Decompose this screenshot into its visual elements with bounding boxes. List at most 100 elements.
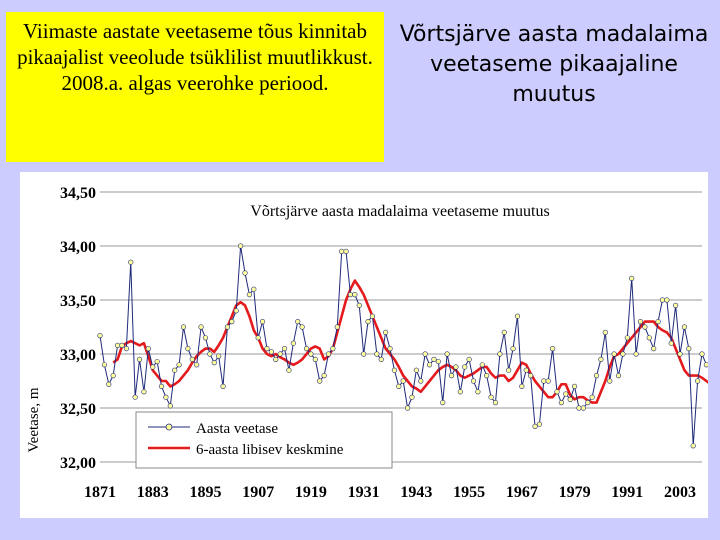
annual-point bbox=[435, 358, 441, 365]
annual-point bbox=[317, 378, 323, 384]
annual-point bbox=[180, 324, 187, 330]
annual-point bbox=[185, 346, 191, 352]
annual-point bbox=[220, 383, 226, 389]
annual-point bbox=[668, 340, 674, 346]
annual-point bbox=[150, 364, 156, 370]
highlight-note: Viimaste aastate veetaseme tõus kinnitab… bbox=[6, 12, 384, 162]
annual-point bbox=[123, 346, 129, 352]
annual-point bbox=[189, 356, 195, 362]
annual-point bbox=[602, 329, 608, 335]
annual-point bbox=[404, 405, 411, 411]
annual-point bbox=[426, 362, 433, 368]
annual-point bbox=[585, 400, 591, 406]
annual-point bbox=[242, 270, 248, 276]
annual-point bbox=[699, 351, 705, 357]
annual-point bbox=[576, 405, 582, 411]
legend-box bbox=[135, 411, 393, 469]
annual-point bbox=[589, 394, 595, 400]
annual-point bbox=[444, 351, 450, 357]
chart-title: Võrtsjärve aasta madalaima veetaseme muu… bbox=[250, 203, 549, 220]
x-tick-label: 1907 bbox=[242, 484, 274, 501]
annual-point bbox=[646, 335, 652, 341]
annual-point bbox=[409, 394, 415, 400]
annual-point bbox=[453, 364, 459, 370]
annual-point bbox=[347, 291, 354, 298]
annual-point bbox=[655, 319, 661, 325]
annual-point bbox=[637, 319, 644, 325]
annual-point bbox=[457, 389, 463, 395]
x-tick-label: 1919 bbox=[295, 484, 327, 501]
annual-point bbox=[128, 259, 134, 265]
annual-point bbox=[506, 367, 512, 373]
annual-point bbox=[110, 373, 116, 379]
annual-point bbox=[677, 351, 683, 357]
annual-point bbox=[536, 421, 543, 427]
annual-point bbox=[686, 346, 692, 352]
annual-point bbox=[422, 351, 428, 357]
annual-point bbox=[295, 319, 301, 325]
annual-point bbox=[620, 351, 626, 357]
annual-point bbox=[549, 346, 556, 352]
annual-point bbox=[330, 346, 336, 352]
x-tick-label: 1871 bbox=[84, 484, 116, 501]
annual-point bbox=[238, 243, 244, 249]
annual-point bbox=[510, 346, 516, 352]
annual-point bbox=[216, 353, 222, 359]
annual-point bbox=[396, 383, 402, 389]
annual-point bbox=[255, 335, 261, 341]
x-tick-label: 1931 bbox=[348, 484, 380, 501]
annual-point bbox=[448, 373, 455, 379]
y-tick-label: 33,00 bbox=[60, 347, 96, 364]
note-text: Viimaste aastate veetaseme tõus kinnitab… bbox=[17, 19, 373, 95]
y-tick-labels: 32,00 32,50 33,00 33,50 34,00 34,50 bbox=[60, 185, 96, 472]
annual-point bbox=[290, 340, 296, 346]
annual-point bbox=[312, 356, 318, 362]
x-tick-label: 1955 bbox=[453, 484, 485, 501]
annual-point bbox=[321, 373, 327, 379]
annual-point bbox=[501, 329, 507, 335]
moving-average-series bbox=[112, 279, 720, 404]
annual-point bbox=[523, 367, 529, 373]
annual-point bbox=[607, 378, 613, 384]
annual-point bbox=[352, 291, 358, 298]
annual-point bbox=[532, 423, 538, 429]
annual-point bbox=[172, 367, 178, 373]
annual-point bbox=[391, 367, 398, 373]
annual-point bbox=[541, 378, 547, 384]
annual-point bbox=[598, 356, 604, 362]
annual-point bbox=[580, 405, 586, 411]
annual-point bbox=[286, 367, 292, 373]
legend-annual-label: Aasta veetase bbox=[196, 421, 278, 437]
annual-point bbox=[484, 373, 490, 379]
annual-point bbox=[114, 342, 121, 348]
annual-point bbox=[273, 356, 279, 362]
chart-panel: Võrtsjärve aasta madalaima veetaseme muu… bbox=[20, 172, 720, 518]
annual-point bbox=[571, 383, 578, 389]
annual-point bbox=[277, 351, 283, 357]
y-tick-label: 32,50 bbox=[60, 401, 96, 418]
annual-point bbox=[132, 394, 138, 400]
annual-point bbox=[475, 389, 481, 395]
x-tick-label: 1943 bbox=[400, 484, 432, 501]
legend-ma-label: 6-aasta libisev keskmine bbox=[196, 442, 344, 458]
water-level-chart: Võrtsjärve aasta madalaima veetaseme muu… bbox=[26, 185, 720, 501]
annual-point bbox=[624, 335, 630, 341]
annual-level-series bbox=[97, 243, 720, 449]
annual-point bbox=[554, 389, 560, 395]
annual-point bbox=[642, 324, 648, 330]
y-tick-label: 33,50 bbox=[60, 293, 96, 310]
annual-point bbox=[106, 381, 112, 387]
annual-point bbox=[400, 378, 406, 384]
annual-point bbox=[158, 383, 165, 389]
annual-point bbox=[308, 351, 314, 357]
annual-point bbox=[462, 364, 468, 370]
annual-point bbox=[567, 396, 573, 402]
annual-point bbox=[528, 373, 534, 379]
annual-point bbox=[593, 373, 600, 379]
annual-point bbox=[545, 378, 551, 384]
annual-point bbox=[154, 358, 160, 365]
annual-point bbox=[431, 356, 437, 362]
annual-point bbox=[246, 291, 253, 298]
x-tick-label: 1895 bbox=[189, 484, 221, 501]
y-tick-label: 32,00 bbox=[60, 455, 96, 472]
